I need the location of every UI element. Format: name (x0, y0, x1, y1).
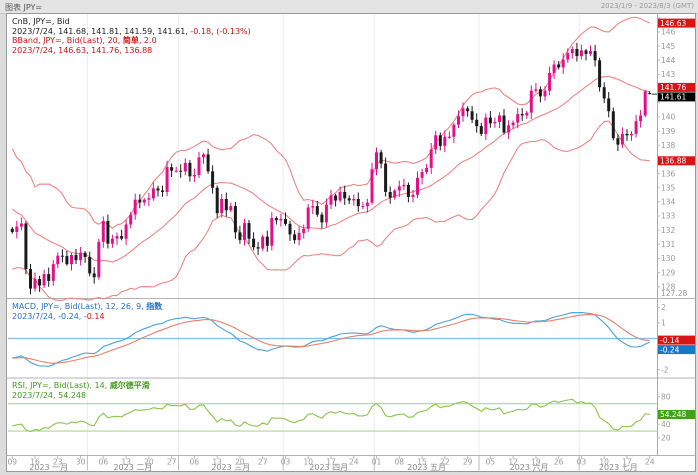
legend-bband[interactable]: BBand, JPY=, Bid(Last), 20, 简单, 2.0 (12, 36, 157, 45)
day-label: 27 (167, 458, 177, 467)
macd-badge-text: -0.24 (660, 345, 680, 354)
month-label: 2023 二月 (113, 463, 152, 472)
macd-line (12, 312, 650, 367)
legend-bband-values: 2023/7/24, 146.63, 141.76, 136.88 (12, 45, 153, 55)
legend-ohlc-values: 2023/7/24, 141.68, 141.81, 141.59, 141.6… (12, 26, 251, 36)
month-label: 2023 五月 (407, 463, 446, 472)
price-tick-label: 143 (661, 70, 676, 79)
price-tick-label: 138 (661, 141, 676, 150)
day-label: 13 (121, 458, 131, 467)
current-price-badge (658, 92, 695, 102)
rsi-tick-label: 20 (661, 434, 671, 443)
day-label: 17 (326, 458, 336, 467)
day-label: 19 (531, 458, 541, 467)
day-label: 26 (554, 458, 564, 467)
current-price-badge-text: 141.61 (660, 93, 686, 102)
candlesticks (10, 42, 652, 295)
day-label: 27 (258, 458, 268, 467)
day-label: 23 (53, 458, 63, 467)
macd-signal-badge (658, 335, 695, 345)
macd-signal-badge-text: -0.14 (660, 336, 680, 345)
month-label: 2023 七月 (599, 463, 638, 472)
bb-lower-badge-text: 136.88 (660, 156, 686, 165)
month-label: 2023 四月 (309, 463, 348, 472)
day-label: 06 (190, 458, 200, 467)
day-label: 16 (30, 458, 40, 467)
main-chart-legend: CnB, JPY=, Bid 2023/7/24, 141.68, 141.81… (12, 17, 251, 55)
price-tick-label: 129 (661, 268, 676, 277)
bb-middle-badge (658, 82, 695, 92)
price-tick-label: 133 (661, 212, 676, 221)
macd-legend: MACD, JPY=, Bid(Last), 12, 26, 9, 指数 202… (12, 302, 162, 321)
price-tick-label: 144 (661, 56, 676, 65)
bb-upper-badge-text: 146.63 (660, 19, 686, 28)
legend-rsi-values: 2023/7/24, 54.248 (12, 390, 87, 400)
rsi-badge (658, 410, 695, 419)
price-tick-label: 132 (661, 226, 676, 235)
day-label: 30 (76, 458, 86, 467)
price-tick-label: 131 (661, 240, 676, 249)
day-label: 15 (417, 458, 427, 467)
day-label: 20 (144, 458, 154, 467)
month-label: 2023 一月 (29, 463, 68, 472)
rsi-badge-text: 54.248 (660, 410, 686, 419)
bollinger-middle-line (11, 75, 650, 263)
macd-badge (658, 345, 695, 355)
bb-lower-badge (658, 156, 695, 166)
price-tick-label: 145 (661, 42, 676, 51)
price-tick-label: 134 (661, 198, 676, 207)
day-label: 06 (99, 458, 109, 467)
day-label: 03 (281, 458, 291, 467)
day-label: 01 (372, 458, 382, 467)
day-label: 24 (349, 458, 359, 467)
day-label: 22 (440, 458, 450, 467)
price-tick-label: 140 (661, 113, 676, 122)
day-label: 08 (395, 458, 405, 467)
price-tick-label: 146 (661, 28, 676, 37)
legend-macd[interactable]: MACD, JPY=, Bid(Last), 12, 26, 9, 指数 (12, 302, 163, 311)
chart-frame (6, 13, 696, 472)
legend-macd-values: 2023/7/24, -0.24, -0.14 (12, 311, 105, 321)
macd-tick-label: 1 (661, 319, 666, 328)
day-label: 29 (463, 458, 473, 467)
chart-tab[interactable]: 图表 JPY= (5, 3, 43, 12)
price-tick-label: 139 (661, 127, 676, 136)
price-tick-label: 130 (661, 254, 676, 263)
rsi-line (12, 398, 650, 433)
day-label: 03 (577, 458, 587, 467)
bb-middle-badge-text: 141.76 (660, 83, 686, 92)
rsi-tick-label: 80 (661, 393, 671, 402)
day-label: 17 (622, 458, 632, 467)
macd-signal-line (12, 313, 650, 364)
price-tick-label: 136 (661, 169, 676, 178)
price-tick-label: 135 (661, 183, 676, 192)
price-tick-label: 128 (661, 283, 676, 292)
month-label: 2023 六月 (510, 462, 549, 472)
month-label: 2023 三月 (211, 463, 250, 472)
day-label: 10 (599, 458, 609, 467)
day-label: 09 (8, 458, 18, 467)
day-label: 20 (235, 458, 245, 467)
price-axis-min-label: 127.28 (661, 289, 687, 298)
bb-upper-badge (658, 18, 695, 28)
legend-instrument[interactable]: CnB, JPY=, Bid (12, 17, 70, 26)
macd-tick-label: -2 (661, 365, 669, 374)
rsi-legend: RSI, JPY=, Bid(Last), 14, 威尔德平滑 2023/7/2… (12, 381, 150, 400)
day-label: 13 (212, 458, 222, 467)
day-label: 05 (486, 458, 496, 467)
macd-tick-label: 2 (661, 303, 666, 312)
rsi-tick-label: 40 (661, 420, 671, 429)
date-range-label: 2023/1/9 - 2023/8/3 (GMT) (600, 2, 694, 10)
legend-rsi[interactable]: RSI, JPY=, Bid(Last), 14, 威尔德平滑 (12, 381, 150, 390)
day-label: 24 (645, 458, 655, 467)
day-label: 10 (303, 458, 313, 467)
bollinger-lower-line (12, 120, 650, 301)
day-label: 12 (508, 458, 518, 467)
